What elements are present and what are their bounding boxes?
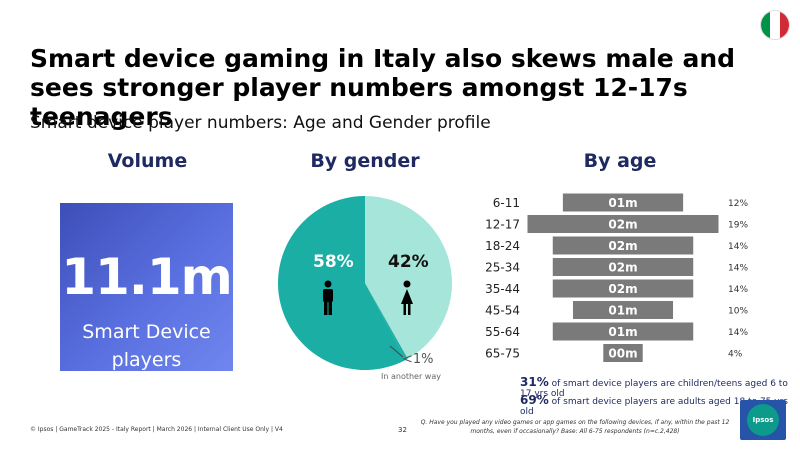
age-bar [561, 192, 685, 213]
age-bar-percentage-label: 19% [728, 221, 748, 231]
male-percentage: 58% [313, 252, 354, 272]
age-category-label: 6-11 [493, 196, 520, 210]
children-note-pct: 31% [520, 375, 549, 389]
age-bar [602, 343, 644, 363]
age-bar-percentage-label: 14% [728, 264, 748, 274]
ipsos-logo: Ipsos [747, 404, 779, 436]
age-category-label: 18-24 [485, 239, 520, 253]
age-bar-volume-label: 01m [608, 196, 637, 210]
adults-note-text: of smart device players are adults aged … [520, 397, 788, 417]
male-icon [323, 280, 333, 315]
pie-slice-in-another-way [365, 283, 408, 360]
pie-slice-male [277, 196, 406, 370]
gender-pie-chart [277, 196, 452, 370]
age-bar-percentage-label: 10% [728, 307, 748, 317]
other-gender-label: In another way [381, 372, 441, 381]
age-category-label: 35-44 [485, 282, 520, 296]
volume-card: 11.1m Smart Device players [60, 203, 233, 371]
age-bar [526, 214, 720, 234]
volume-heading: Volume [107, 150, 188, 172]
female-percentage: 42% [388, 252, 429, 272]
adults-note: 69% of smart device players are adults a… [520, 393, 800, 417]
age-bar-volume-label: 02m [608, 218, 637, 232]
age-bar-percentage-label: 4% [728, 350, 743, 360]
age-bar [551, 235, 695, 256]
age-bar-volume-label: 00m [608, 347, 637, 361]
age-bar-volume-label: 01m [608, 304, 637, 318]
page-title: Smart device gaming in Italy also skews … [30, 44, 736, 131]
female-icon [401, 280, 413, 315]
age-bar [551, 257, 695, 277]
volume-value: 11.1m [61, 248, 232, 306]
age-category-label: 55-64 [485, 325, 520, 339]
adults-note-pct: 69% [520, 393, 549, 407]
footer-source: © Ipsos | GameTrack 2025 - Italy Report … [30, 426, 283, 433]
age-bar [551, 278, 695, 299]
volume-label: Smart Device players [60, 318, 233, 374]
age-bar [571, 300, 675, 320]
age-bar [551, 321, 695, 342]
age-bar-percentage-label: 14% [728, 285, 748, 295]
other-gender-pointer [389, 345, 404, 358]
age-bar-volume-label: 02m [608, 239, 637, 253]
age-bar-percentage-label: 14% [728, 242, 748, 252]
age-bar-chart: 6-11 01m 12% 12-17 02m 19% 18-24 02m 14% 25-34 02m… [485, 192, 748, 363]
age-bar-percentage-label: 12% [728, 199, 748, 209]
children-note: 31% of smart device players are children… [520, 375, 800, 399]
age-category-label: 25-34 [485, 261, 520, 275]
age-bar-volume-label: 01m [608, 325, 637, 339]
age-bar-volume-label: 02m [608, 261, 637, 275]
footer-question: Q. Have you played any video games or ap… [420, 419, 730, 435]
age-category-label: 45-54 [485, 304, 520, 318]
age-category-label: 12-17 [485, 218, 520, 232]
children-note-text: of smart device players are children/tee… [520, 379, 788, 399]
volume-label-line1: Smart Device [82, 321, 211, 343]
page-number: 32 [398, 426, 407, 434]
age-heading: By age [583, 150, 657, 172]
age-bar-volume-label: 02m [608, 282, 637, 296]
other-gender-percentage: <1% [402, 352, 434, 367]
page-subtitle: Smart device player numbers: Age and Gen… [30, 113, 491, 133]
age-category-label: 65-75 [485, 347, 520, 361]
volume-label-line2: players [111, 349, 182, 371]
age-bar-percentage-label: 14% [728, 328, 748, 338]
italy-flag-icon [760, 10, 790, 40]
gender-heading: By gender [310, 150, 420, 172]
pie-slice-female [365, 196, 452, 359]
